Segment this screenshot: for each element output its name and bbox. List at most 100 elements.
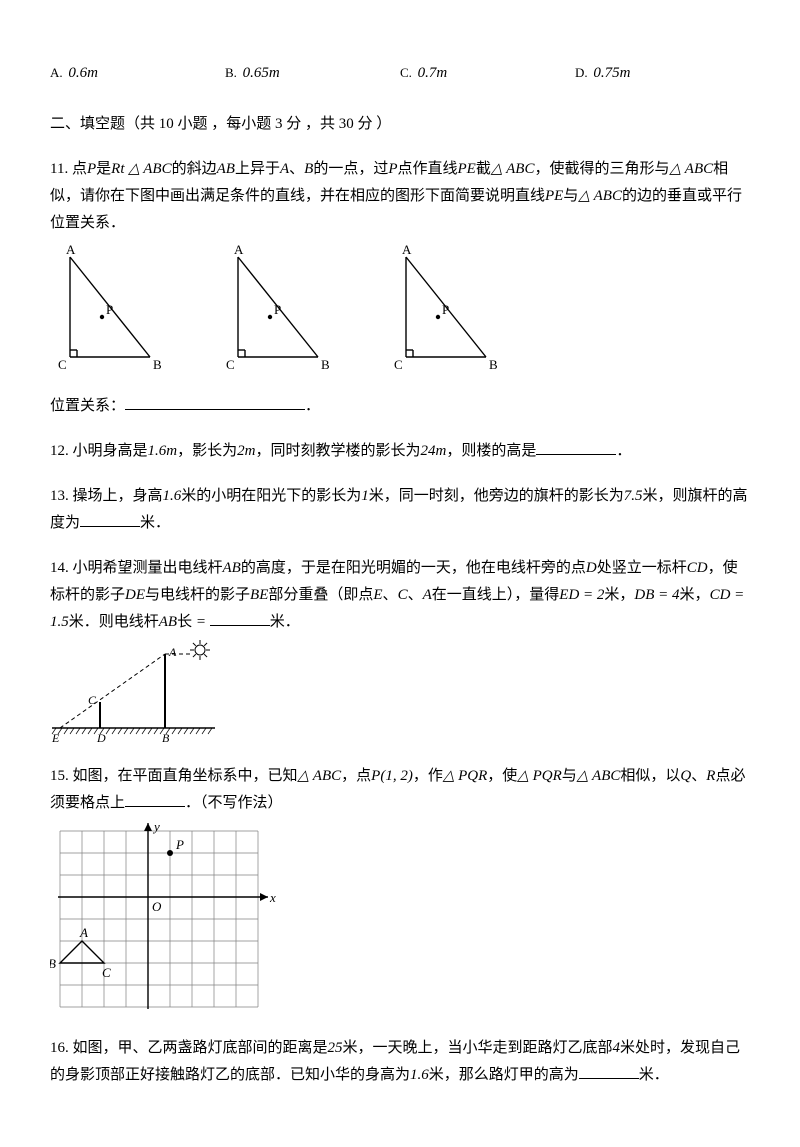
- q11-t3: 的斜边: [172, 161, 217, 177]
- option-a: A. 0.6m: [50, 60, 225, 87]
- q14-ed: ED = 2: [559, 587, 604, 603]
- svg-text:O: O: [152, 899, 162, 914]
- q11-t2: 是: [96, 161, 111, 177]
- question-15: 15. 如图，在平面直角坐标系中，已知△ ABC，点P(1, 2)，作△ PQR…: [50, 763, 750, 1017]
- q14-a: A: [423, 587, 432, 603]
- q14-cd: CD: [687, 560, 708, 576]
- svg-text:A: A: [402, 245, 412, 257]
- q11-t4: 上异于: [235, 161, 280, 177]
- q11-triangles: A B C P A B C P A B C P: [50, 245, 750, 377]
- q11-abc2: △ ABC: [670, 161, 714, 177]
- svg-text:P: P: [442, 302, 449, 317]
- q16-h: 1.6: [410, 1067, 429, 1083]
- q11-abc: △ ABC: [491, 161, 535, 177]
- q14-t8b: 米，: [680, 587, 710, 603]
- q12-num: 12.: [50, 443, 69, 459]
- q11-pe: PE: [458, 161, 476, 177]
- q15-t3: ，作: [413, 768, 443, 784]
- q14-t1: 小明希望测量出电线杆: [73, 560, 223, 576]
- q15-abc: △ ABC: [298, 768, 342, 784]
- q11-b: B: [304, 161, 313, 177]
- option-a-value: 0.6m: [68, 65, 98, 81]
- q11-dot1: 、: [289, 161, 304, 177]
- q14-ab: AB: [223, 560, 241, 576]
- q12-end: ．: [616, 443, 631, 459]
- q13-t1: 操场上，身高: [73, 488, 163, 504]
- q14-t8a: 米，: [604, 587, 634, 603]
- svg-text:x: x: [269, 890, 276, 905]
- option-c-label: C.: [400, 65, 412, 80]
- q11-t8: ，使截得的三角形与: [534, 161, 669, 177]
- q15-t1: 如图，在平面直角坐标系中，已知: [73, 768, 298, 784]
- q11-a: A: [280, 161, 289, 177]
- q11-p: P: [87, 161, 96, 177]
- svg-text:C: C: [102, 965, 111, 980]
- svg-text:B: B: [489, 357, 498, 372]
- q11-p2: P: [388, 161, 397, 177]
- q11-t10: 与: [563, 188, 578, 204]
- svg-text:C: C: [58, 357, 67, 372]
- svg-text:P: P: [106, 302, 113, 317]
- q16-d2: 4: [613, 1040, 621, 1056]
- q11-t5: 的一点，过: [313, 161, 388, 177]
- q13-num: 13.: [50, 488, 69, 504]
- svg-text:A: A: [234, 245, 244, 257]
- q14-eq: =: [192, 614, 210, 630]
- svg-text:A: A: [79, 925, 88, 940]
- option-b-label: B.: [225, 65, 237, 80]
- section-2-header: 二、填空题（共 10 小题 ，每小题 3 分 ，共 30 分 ）: [50, 111, 750, 138]
- q12-blank: [536, 439, 616, 455]
- q13-blank: [80, 511, 140, 527]
- q12-t2: ，影长为: [177, 443, 237, 459]
- q16-blank: [579, 1063, 639, 1079]
- q11-triangle-3: A B C P: [386, 245, 504, 377]
- q14-dot1: 、: [383, 587, 398, 603]
- q11-t7: 截: [476, 161, 491, 177]
- q16-t5: 米．: [639, 1067, 669, 1083]
- svg-text:E: E: [51, 731, 60, 745]
- q14-t11: 米．: [270, 614, 300, 630]
- q13-t2: 米的小明在阳光下的影长为: [181, 488, 361, 504]
- q14-blank: [210, 610, 270, 626]
- option-d-label: D.: [575, 65, 588, 80]
- q14-t5: 与电线杆的影子: [145, 587, 250, 603]
- q12-h: 1.6m: [148, 443, 178, 459]
- q16-t4: 米，那么路灯甲的高为: [429, 1067, 579, 1083]
- q15-num: 15.: [50, 768, 69, 784]
- question-16: 16. 如图，甲、乙两盏路灯底部间的距离是25米，一天晚上，当小华走到距路灯乙底…: [50, 1035, 750, 1089]
- q11-num: 11.: [50, 161, 68, 177]
- q14-c: C: [398, 587, 408, 603]
- svg-text:D: D: [96, 731, 106, 745]
- q11-t6: 点作直线: [398, 161, 458, 177]
- q14-db: DB = 4: [634, 587, 679, 603]
- q11-pos-label: 位置关系：: [50, 398, 125, 414]
- q15-t6: 相似，以: [620, 768, 680, 784]
- svg-text:B: B: [50, 956, 56, 971]
- svg-text:C: C: [394, 357, 403, 372]
- q15-t2: ，点: [341, 768, 371, 784]
- option-c-value: 0.7m: [418, 65, 448, 81]
- q14-figure: EDBCA: [50, 640, 750, 745]
- svg-text:B: B: [153, 357, 162, 372]
- svg-text:A: A: [168, 645, 177, 659]
- q11-blank: [125, 394, 305, 410]
- q11-abc3: △ ABC: [578, 188, 622, 204]
- q14-t6: 部分重叠（即点: [268, 587, 373, 603]
- q12-t3: ，同时刻教学楼的影长为: [255, 443, 420, 459]
- question-13: 13. 操场上，身高1.6米的小明在阳光下的影长为1米，同一时刻，他旁边的旗杆的…: [50, 483, 750, 537]
- svg-text:B: B: [321, 357, 330, 372]
- q12-bs: 24m: [420, 443, 446, 459]
- q14-num: 14.: [50, 560, 69, 576]
- option-b: B. 0.65m: [225, 60, 400, 87]
- options-row: A. 0.6m B. 0.65m C. 0.7m D. 0.75m: [50, 60, 750, 87]
- q14-de: DE: [125, 587, 145, 603]
- q11-triangle-2: ABCP: [218, 245, 336, 377]
- q13-fs: 7.5: [624, 488, 643, 504]
- q16-num: 16.: [50, 1040, 69, 1056]
- option-d-value: 0.75m: [593, 65, 630, 81]
- q16-t2: 米，一天晚上，当小华走到距路灯乙底部: [343, 1040, 613, 1056]
- q12-t1: 小明身高是: [73, 443, 148, 459]
- q11-ab: AB: [217, 161, 235, 177]
- q11-t1: 点: [72, 161, 87, 177]
- option-a-label: A.: [50, 65, 63, 80]
